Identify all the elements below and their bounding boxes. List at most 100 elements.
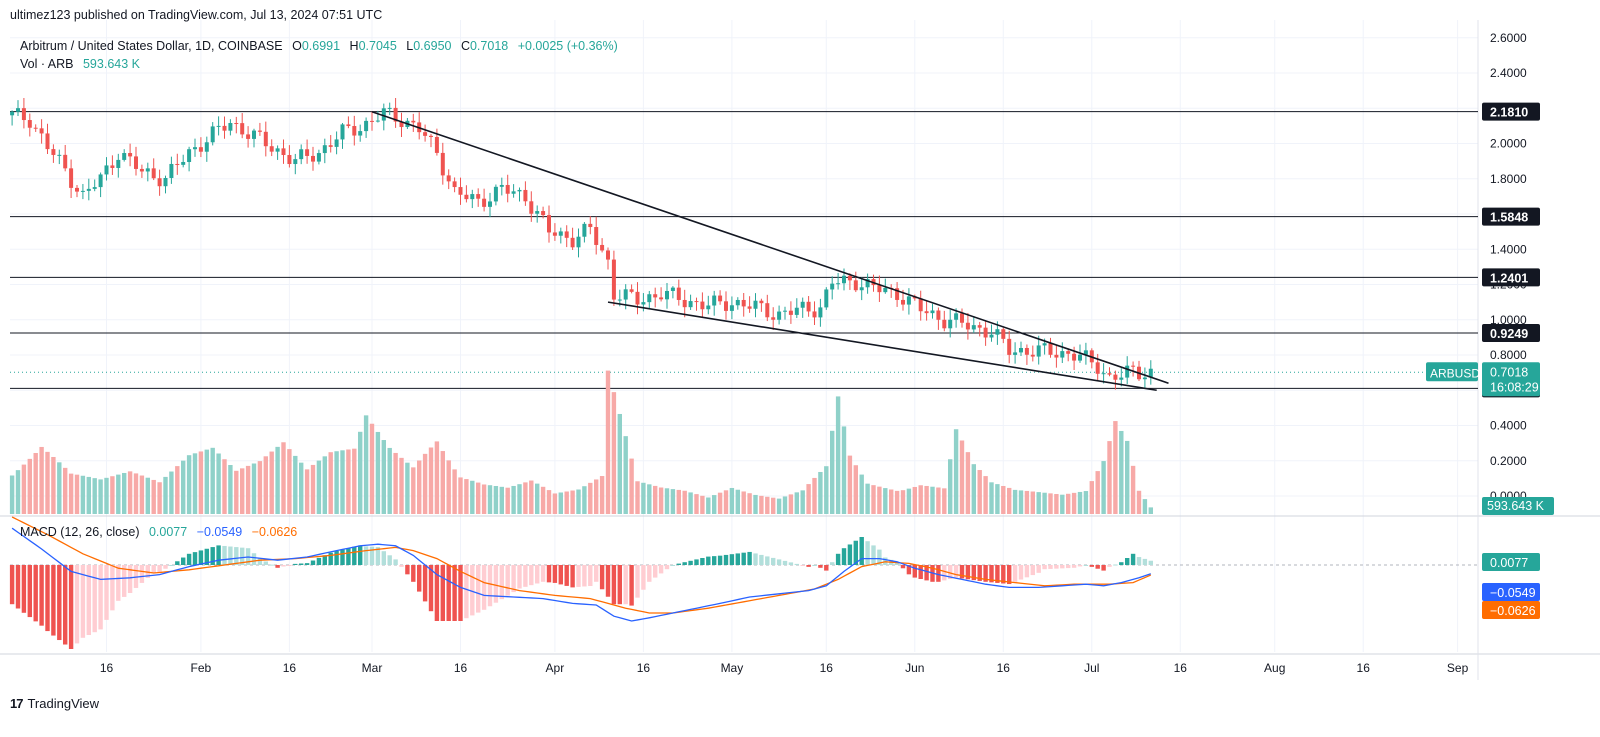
macd-histogram-bar [706, 556, 711, 565]
time-tick-label: 16 [1174, 661, 1188, 675]
macd-histogram-bar [812, 565, 817, 566]
candle-body [110, 165, 115, 168]
macd-histogram-bar [476, 565, 481, 613]
candle-body [446, 175, 451, 182]
candle-body [877, 285, 882, 293]
macd-histogram-bar [552, 565, 558, 583]
volume-bar [310, 464, 316, 514]
macd-histogram-bar [464, 565, 469, 619]
candle-body [263, 131, 268, 147]
macd-histogram-bar [145, 565, 150, 578]
candle-body [552, 232, 557, 236]
volume-bar [98, 479, 103, 514]
candle-body [1119, 377, 1124, 380]
publish-text: ultimez123 published on TradingView.com,… [10, 8, 383, 22]
macd-histogram-bar [983, 565, 988, 582]
volume-bar [234, 470, 239, 514]
candle-body [564, 231, 569, 238]
candle-body [493, 186, 498, 202]
volume-bar [788, 494, 794, 514]
macd-histogram-bar [86, 565, 91, 635]
volume-bar [576, 489, 581, 514]
trendlines[interactable] [371, 111, 1169, 392]
volume-bar [452, 469, 457, 514]
volume-bar [39, 446, 44, 514]
volume-bar [564, 491, 569, 514]
candle-body [647, 294, 652, 303]
candle-body [358, 131, 363, 136]
time-tick-label: 16 [637, 661, 651, 675]
volume-bar [558, 492, 563, 514]
volume-bar [169, 471, 174, 514]
candle-body [847, 275, 852, 281]
candle-body [328, 145, 333, 147]
volume-bar [741, 491, 746, 514]
time-axis[interactable]: 16 Feb 16 Mar 16 Apr 16 May 16 Jun 16 Jul 16 Aug 16 Sep [100, 661, 1469, 675]
macd-histogram-bar [74, 565, 80, 644]
volume-bar [552, 493, 558, 514]
legend-change: +0.0025 (+0.36%) [518, 39, 618, 53]
macd-histogram-bar [15, 565, 21, 609]
volume-bar [717, 492, 723, 514]
macd-histogram-bar [293, 563, 298, 565]
volume-bar [594, 479, 599, 514]
macd-histogram-bar [411, 565, 416, 582]
time-tick-label: Apr [546, 661, 565, 675]
macd-histogram-bar [523, 565, 528, 587]
volume-bar [977, 470, 982, 514]
candle-body [665, 290, 669, 300]
macd-histogram-bar [712, 556, 717, 565]
macd-histogram-bar [535, 565, 540, 584]
candle-body [529, 201, 534, 214]
candle-body [1030, 354, 1035, 357]
macd-histogram-bar [275, 565, 280, 568]
candle-body [653, 294, 658, 298]
macd-histogram-bar [641, 565, 646, 590]
candle-body [1072, 353, 1077, 361]
macd-histogram-bar [1001, 565, 1006, 584]
upper-trendline[interactable] [371, 111, 1169, 384]
level-badge-label: 1.2401 [1490, 271, 1528, 285]
level-badge [1482, 323, 1540, 342]
macd-legend-hist: 0.0077 [149, 525, 187, 539]
price-tick-label: 1.0000 [1490, 313, 1527, 327]
macd-histogram-bar [900, 565, 906, 569]
ticker-badge [1426, 362, 1478, 382]
volume-bar [157, 482, 162, 514]
volume-bar [216, 453, 221, 514]
volume-bar [116, 474, 121, 514]
macd-histogram-bar [139, 565, 145, 583]
candle-body [293, 159, 298, 165]
candle-body [1024, 347, 1029, 355]
volume-bar [281, 442, 286, 514]
volume-bar [753, 494, 758, 514]
macd-histogram-bar [487, 565, 493, 607]
macd-histogram-bar [346, 548, 351, 565]
volume-bar [110, 476, 115, 514]
macd-histogram-bar [611, 565, 617, 605]
volume-bar [1001, 485, 1006, 514]
volume-bar [983, 476, 988, 514]
time-tick-label: 16 [100, 661, 114, 675]
volume-bar [464, 479, 469, 514]
footer-brand[interactable]: 17 TradingView [10, 696, 99, 711]
macd-histogram-bar [21, 565, 27, 613]
candle-body [547, 215, 551, 233]
legend-symbol: Arbitrum / United States Dollar, 1D, COI… [20, 39, 283, 53]
volume-bar [647, 484, 652, 514]
macd-histogram-bar [1130, 553, 1136, 565]
volume-bar [582, 486, 587, 514]
volume-bar [505, 487, 510, 514]
volume-bar [1089, 481, 1094, 514]
volume-bar [181, 460, 186, 514]
lower-trendline[interactable] [607, 301, 1157, 392]
volume-bar [971, 464, 976, 514]
volume-bar [399, 457, 404, 514]
candle-body [269, 146, 274, 152]
price-axis[interactable]: 2.60002.40002.20002.00001.80001.60001.40… [1490, 31, 1527, 503]
candle-body [116, 159, 121, 168]
macd-signal-line [11, 516, 1152, 614]
macd-histogram-bar [381, 551, 386, 565]
volume-bar [470, 480, 475, 514]
